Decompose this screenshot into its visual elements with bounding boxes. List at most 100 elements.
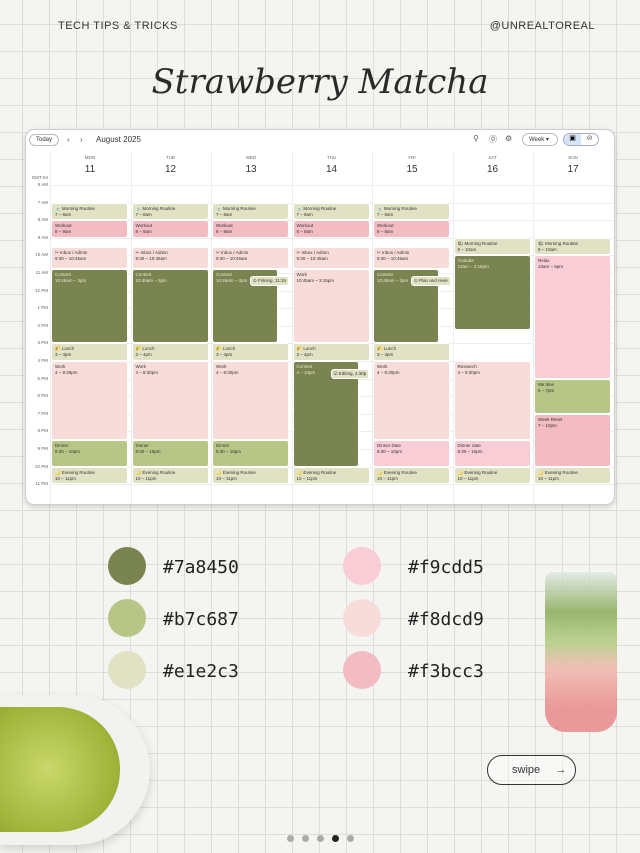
chevron-right-icon[interactable]: › [80, 135, 83, 144]
calendar-event[interactable]: 🍵 Morning Routine 7 – 8am [373, 202, 450, 221]
calendar-event[interactable]: Me time 5 – 7pm [534, 378, 611, 414]
calendar-event[interactable]: 🍵 Morning Routine 7 – 8am [292, 202, 370, 221]
color-swatch [108, 599, 146, 637]
color-swatch [343, 599, 381, 637]
column-divider [372, 152, 373, 504]
calendar-event[interactable]: 🌙 Evening Routine 10 – 11pm [212, 466, 289, 485]
pagination-dot[interactable] [302, 835, 309, 842]
calendar-event[interactable]: 🌙 Evening Routine 10 – 11pm [131, 466, 209, 485]
day-of-week: SUN [568, 155, 578, 160]
calendar-event[interactable]: Dinner 8:30 – 10pm [131, 440, 209, 467]
calendar-event[interactable]: Youtube 10am – 2:15pm [453, 255, 531, 331]
event-title: Content [296, 364, 313, 369]
calendar-event[interactable]: Content 10:45am – 3pm [131, 268, 209, 344]
calendar-event[interactable]: Work 4 – 8:30pm [373, 361, 450, 441]
calendar-event[interactable]: Research 4 – 8:30pm [453, 361, 531, 441]
calendar-event[interactable]: 🌙 Evening Routine 10 – 11pm [373, 466, 450, 485]
day-number[interactable]: 15 [406, 164, 418, 175]
color-hex-label: #f3bcc3 [408, 661, 484, 682]
event-title: Me time [538, 381, 555, 387]
calendar-event[interactable]: Content 10:45am – 3pm [51, 268, 128, 344]
settings-icon[interactable]: ⚙ [505, 134, 513, 143]
color-swatch [108, 651, 146, 689]
calendar-event[interactable]: 🌮 Lunch 3 – 4pm [373, 343, 450, 361]
calendar-event[interactable]: 🌙 Evening Routine 10 – 11pm [534, 466, 611, 485]
event-time: 8:30 – 10pm [457, 449, 483, 455]
task-chip[interactable]: ⊙ Plan and revie [411, 275, 451, 286]
help-icon[interactable]: ⓪ [489, 135, 497, 144]
calendar-event[interactable]: Workout 8 – 9am [212, 220, 289, 238]
calendar-event[interactable]: 🍵 Morning Routine 7 – 8am [212, 202, 289, 221]
event-time: 7 – 8am [296, 211, 313, 217]
calendar-event[interactable]: Work 4 – 8:30pm [51, 361, 128, 441]
calendar-event[interactable]: 🌤 Morning Routine 9 – 10am [534, 237, 611, 256]
day-number[interactable]: 11 [84, 164, 96, 175]
calendar-event[interactable]: 🌮 Lunch 3 – 4pm [51, 343, 128, 361]
calendar-event[interactable]: Week Reset 7 – 10pm [534, 413, 611, 467]
calendar-event[interactable]: Work 4 – 8:30pm [131, 361, 209, 441]
calendar-event[interactable]: 🌤 Morning Routine 9 – 10am [453, 237, 531, 256]
event-time: 4 – 8:30pm [377, 370, 400, 375]
calendar-event[interactable]: 🌙 Evening Routine 10 – 11pm [453, 466, 531, 485]
search-icon[interactable]: ⚲ [473, 134, 479, 143]
tasks-icon[interactable]: ⊘ [586, 135, 593, 142]
calendar-event[interactable]: ✂ Inbox / Admin 9:30 – 10:45am [131, 246, 209, 269]
calendar-event[interactable]: Work 10:45am – 3:15pm [292, 268, 370, 344]
today-button[interactable]: Today [29, 134, 60, 146]
pagination-dot[interactable] [287, 835, 294, 842]
calendar-event[interactable]: Dinner 8:30 – 10pm [51, 440, 128, 467]
event-time: 9:30 – 10:45am [135, 255, 167, 261]
pagination-dot[interactable] [317, 835, 324, 842]
calendar-event[interactable]: ✂ Inbox / Admin 9:30 – 10:45am [212, 246, 289, 269]
event-title: 🌮 Lunch [216, 346, 236, 352]
event-title: Youtube [457, 258, 474, 264]
event-time: 7 – 8am [216, 211, 233, 217]
swipe-button[interactable]: swipe → [487, 755, 576, 785]
calendar-event[interactable]: 🌙 Evening Routine 10 – 11pm [51, 466, 128, 485]
pagination-dot[interactable] [332, 835, 339, 842]
day-of-week: TUE [166, 155, 175, 160]
day-number[interactable]: 13 [245, 164, 257, 175]
color-hex-label: #7a8450 [163, 557, 239, 578]
event-time: 4 – 8:30pm [55, 370, 78, 375]
event-title: 🌮 Lunch [55, 346, 75, 352]
calendar-event[interactable]: Dinner Date 8:30 – 10pm [373, 440, 450, 467]
calendar-event[interactable]: Workout 8 – 9am [292, 220, 370, 238]
hour-label: 5 PM [37, 375, 48, 381]
color-swatch [108, 547, 146, 585]
calendar-icon[interactable]: ▣ [564, 134, 581, 145]
view-select[interactable]: Week ▾ [522, 133, 558, 146]
event-title: ✂ Inbox / Admin [296, 249, 329, 255]
task-chip[interactable]: ☑ Editing, 4:30p [330, 369, 370, 379]
calendar-window: Today ‹ › August 2025 ⚲ ⓪ ⚙ Week ▾ ▣ ⊘ G… [25, 129, 615, 505]
task-chip[interactable]: ⊙ Filming, 11:15 [250, 275, 289, 286]
calendar-event[interactable]: 🍵 Morning Routine 7 – 8am [131, 202, 209, 221]
calendar-event[interactable]: 🌙 Evening Routine 10 – 11pm [292, 466, 370, 485]
event-title: Content [377, 271, 393, 277]
calendar-event[interactable]: 🍵 Morning Routine 7 – 8am [51, 202, 128, 221]
chevron-left-icon[interactable]: ‹ [67, 135, 70, 144]
calendar-event[interactable]: Work 4 – 8:30pm [212, 361, 289, 441]
calendar-event[interactable]: Workout 8 – 9am [51, 220, 128, 238]
calendar-event[interactable]: Workout 8 – 9am [373, 220, 450, 238]
calendar-event[interactable]: Workout 8 – 9am [131, 220, 209, 238]
event-title: Workout [296, 223, 314, 229]
calendar-event[interactable]: 🌮 Lunch 3 – 4pm [292, 343, 370, 361]
day-number[interactable]: 14 [325, 164, 338, 175]
column-divider [130, 152, 132, 504]
calendar-event[interactable]: ✂ Inbox / Admin 9:30 – 10:45am [373, 246, 450, 269]
calendar-event[interactable]: Dinner 8:30 – 10pm [212, 440, 289, 467]
hour-label: 9 AM [37, 234, 48, 240]
month-label: August 2025 [96, 135, 141, 144]
calendar-event[interactable]: ✂ Inbox / Admin 9:30 – 10:45am [51, 246, 128, 269]
pagination-dot[interactable] [347, 835, 354, 842]
day-number[interactable]: 16 [486, 164, 499, 175]
calendar-event[interactable]: ✂ Inbox / Admin 9:30 – 10:45am [292, 246, 370, 269]
calendar-event[interactable]: 🌮 Lunch 3 – 4pm [131, 343, 209, 361]
calendar-event[interactable]: Dinner date 8:30 – 10pm [453, 440, 531, 467]
day-number[interactable]: 17 [567, 164, 579, 175]
calendar-event[interactable]: Relax 10am – 5pm [534, 255, 611, 379]
calendar-event[interactable]: 🌮 Lunch 3 – 4pm [212, 343, 289, 361]
day-number[interactable]: 12 [164, 164, 177, 175]
column-divider [533, 152, 534, 504]
